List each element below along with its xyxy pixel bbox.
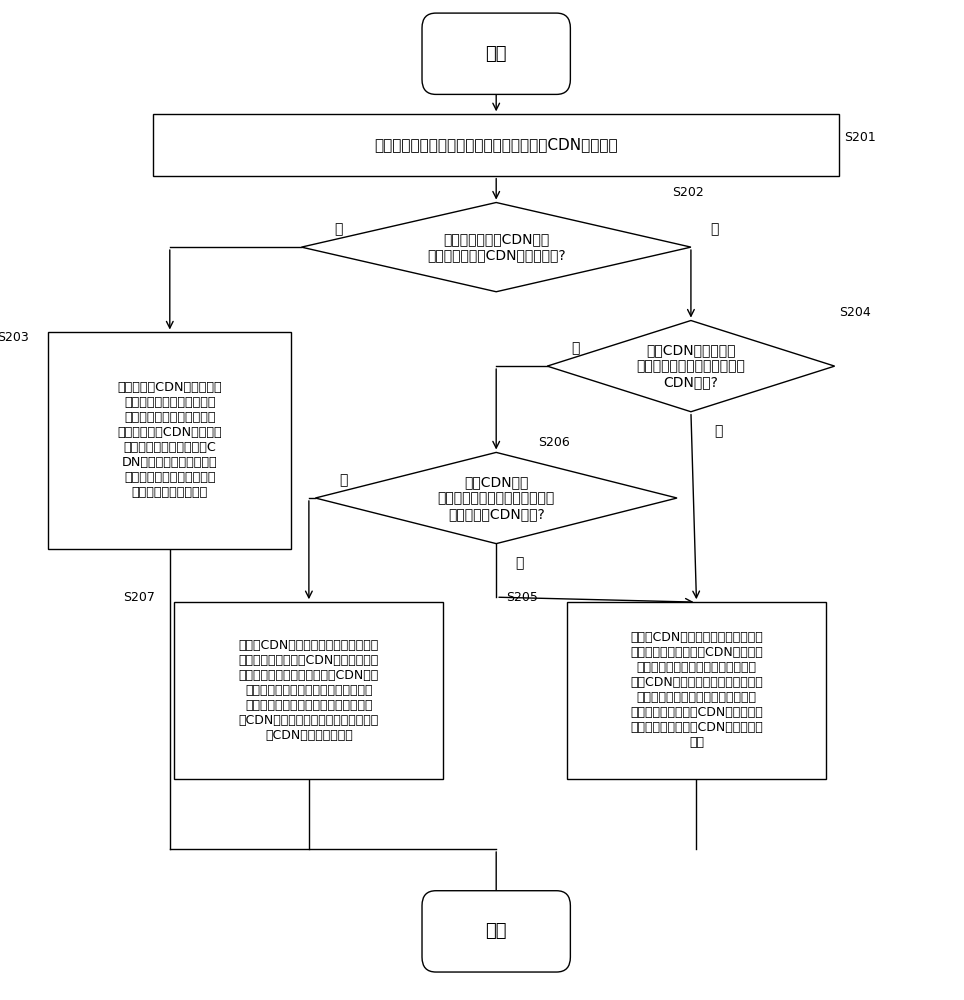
- Polygon shape: [315, 452, 677, 544]
- Text: 是: 是: [339, 473, 347, 487]
- FancyBboxPatch shape: [422, 891, 571, 972]
- Text: S203: S203: [0, 331, 29, 344]
- Text: S206: S206: [538, 436, 570, 449]
- Bar: [153, 114, 840, 176]
- Polygon shape: [548, 321, 835, 412]
- Text: S207: S207: [123, 591, 155, 604]
- Text: 从回源CDN节点列表中选取负载小于预
设的第二负载阈值的CDN节点，从负载
小于预设的第二负载阈值中的CDN节点
中选取网络折算时延等级最小的节点构
成节点集，: 从回源CDN节点列表中选取负载小于预 设的第二负载阈值的CDN节点，从负载 小于…: [239, 639, 379, 742]
- Text: 开始: 开始: [486, 45, 507, 63]
- Text: 根据所获取的源站的信息，获取相应的回源CDN节点列表: 根据所获取的源站的信息，获取相应的回源CDN节点列表: [374, 137, 618, 152]
- Text: 用户请求达到的CDN节点
存在于所述回源CDN节点列表中?: 用户请求达到的CDN节点 存在于所述回源CDN节点列表中?: [427, 232, 566, 262]
- Text: 回源CDN节点列表中
存在负载小于第一负载阈值的
CDN节点?: 回源CDN节点列表中 存在负载小于第一负载阈值的 CDN节点?: [636, 343, 745, 389]
- Bar: [174, 602, 443, 779]
- Text: S201: S201: [844, 131, 875, 144]
- Text: S205: S205: [506, 591, 538, 604]
- FancyBboxPatch shape: [422, 13, 571, 94]
- Text: 是: 是: [335, 222, 343, 236]
- Polygon shape: [302, 202, 691, 292]
- Text: 否: 否: [710, 222, 718, 236]
- Text: 从所述回源CDN节点列表中
选取网络折算时延等级最小
的节点集，并从所述节点集
中选取相应的CDN节点，构
成所述用户请求所到达的C
DN节点的回源路由，所述
: 从所述回源CDN节点列表中 选取网络折算时延等级最小 的节点集，并从所述节点集 …: [118, 381, 222, 499]
- Text: S202: S202: [672, 186, 704, 199]
- Text: 回源CDN节点
列表中存在负载小于预设的第二
负载阈值的CDN节点?: 回源CDN节点 列表中存在负载小于预设的第二 负载阈值的CDN节点?: [438, 475, 555, 521]
- Text: 是: 是: [714, 425, 723, 439]
- Text: 否: 否: [571, 341, 579, 355]
- Text: 结束: 结束: [486, 922, 507, 940]
- Text: S204: S204: [840, 306, 871, 319]
- Bar: [567, 602, 826, 779]
- Text: 否: 否: [515, 556, 523, 570]
- Bar: [48, 332, 291, 549]
- Text: 从回源CDN节点列表中选取负载小于
预设的第一负载阈值的CDN节点，从
所选取的负载小于预设的第一负载阈
值的CDN节点中选取网络折算时延等
级最小的节点构成节: 从回源CDN节点列表中选取负载小于 预设的第一负载阈值的CDN节点，从 所选取的…: [630, 631, 763, 749]
